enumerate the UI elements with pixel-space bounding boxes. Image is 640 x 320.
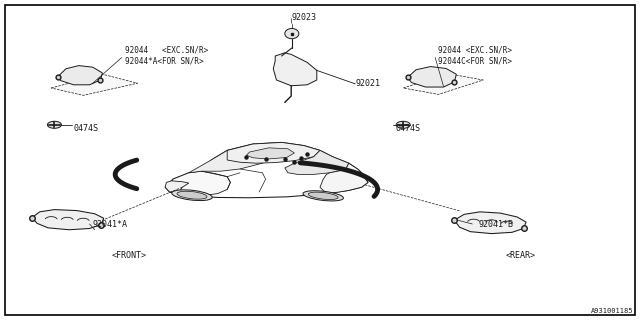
Polygon shape	[165, 142, 368, 198]
Ellipse shape	[172, 190, 212, 201]
Polygon shape	[51, 74, 138, 95]
Text: 0474S: 0474S	[74, 124, 99, 132]
Text: 92044 <EXC.SN/R>: 92044 <EXC.SN/R>	[438, 45, 513, 54]
Text: 92044   <EXC.SN/R>: 92044 <EXC.SN/R>	[125, 45, 208, 54]
Text: 92044C<FOR SN/R>: 92044C<FOR SN/R>	[438, 57, 513, 66]
Ellipse shape	[303, 191, 344, 201]
Polygon shape	[285, 150, 349, 174]
Polygon shape	[32, 210, 104, 230]
Polygon shape	[408, 67, 456, 87]
Polygon shape	[454, 212, 526, 234]
Ellipse shape	[177, 191, 207, 199]
Text: 92021: 92021	[355, 79, 380, 88]
Text: <REAR>: <REAR>	[506, 252, 536, 260]
Ellipse shape	[47, 121, 61, 128]
Ellipse shape	[396, 121, 410, 128]
Text: 92041*B: 92041*B	[479, 220, 514, 229]
Polygon shape	[227, 142, 320, 163]
Text: <FRONT>: <FRONT>	[112, 252, 147, 260]
Polygon shape	[320, 163, 368, 194]
Polygon shape	[165, 181, 189, 192]
Polygon shape	[403, 74, 483, 94]
Ellipse shape	[308, 192, 338, 199]
Polygon shape	[170, 171, 230, 196]
Text: 0474S: 0474S	[396, 124, 420, 132]
Text: 92041*A: 92041*A	[93, 220, 128, 229]
Polygon shape	[246, 148, 294, 159]
Text: 92023: 92023	[291, 13, 316, 22]
Polygon shape	[189, 145, 285, 173]
Ellipse shape	[285, 28, 299, 39]
Polygon shape	[273, 53, 317, 86]
Polygon shape	[58, 66, 102, 85]
Text: 92044*A<FOR SN/R>: 92044*A<FOR SN/R>	[125, 57, 204, 66]
Text: A931001185: A931001185	[591, 308, 634, 314]
